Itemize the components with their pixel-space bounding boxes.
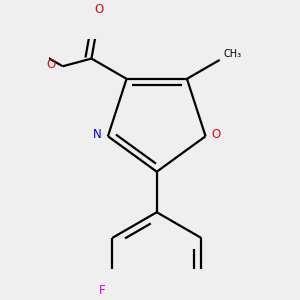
Text: CH₃: CH₃ [224, 49, 242, 58]
Text: O: O [47, 58, 56, 71]
Text: F: F [99, 284, 106, 297]
Text: O: O [212, 128, 221, 141]
Text: N: N [93, 128, 102, 141]
Text: O: O [95, 3, 104, 16]
